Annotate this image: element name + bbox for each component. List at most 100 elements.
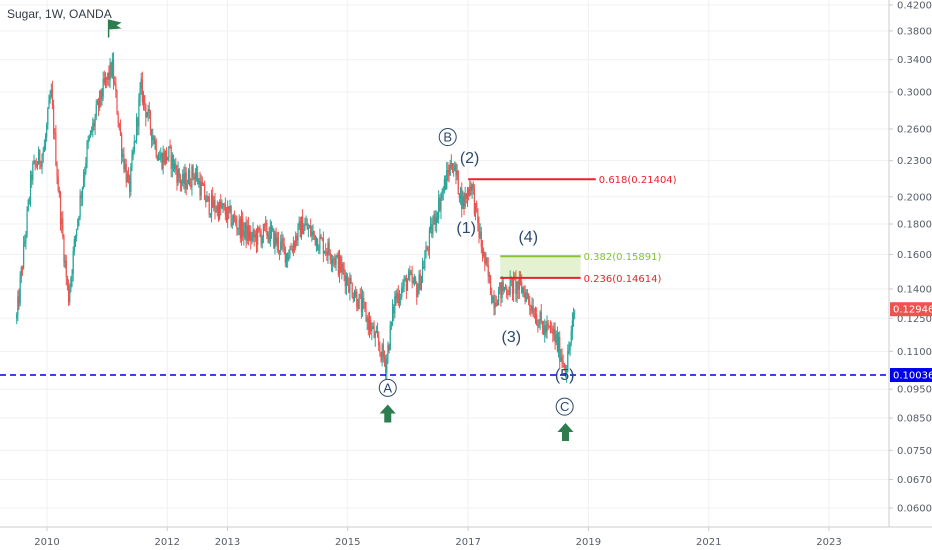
candle-body bbox=[274, 233, 276, 248]
candle-body bbox=[409, 271, 411, 275]
candle-body bbox=[442, 189, 444, 192]
candle-body bbox=[149, 111, 152, 129]
candle-body bbox=[503, 286, 505, 291]
candle-body bbox=[516, 281, 518, 295]
candle-body bbox=[230, 206, 232, 226]
circled-wave-label: A bbox=[383, 380, 392, 395]
candle-body bbox=[511, 278, 514, 294]
candle-body bbox=[305, 223, 307, 225]
candle-body bbox=[545, 325, 547, 333]
candle-body bbox=[302, 217, 304, 235]
candle-body bbox=[508, 294, 510, 295]
candle-body bbox=[199, 180, 201, 196]
candle-body bbox=[394, 295, 396, 314]
candle-body bbox=[194, 174, 196, 180]
candle-body bbox=[375, 331, 378, 333]
candle-body bbox=[117, 113, 119, 124]
candle-body bbox=[515, 278, 517, 295]
candle-body bbox=[236, 223, 238, 230]
candle-body bbox=[495, 302, 497, 306]
candle-body bbox=[434, 214, 436, 225]
candle-body bbox=[88, 136, 90, 141]
candle-body bbox=[331, 259, 334, 264]
candle-body bbox=[559, 337, 561, 362]
candle-body bbox=[244, 222, 246, 231]
candle-body bbox=[464, 193, 466, 207]
candle-body bbox=[51, 89, 54, 105]
candle-body bbox=[465, 193, 467, 199]
candle-body bbox=[493, 296, 495, 308]
candle-body bbox=[501, 281, 503, 298]
candle-body bbox=[268, 235, 270, 242]
candle-body bbox=[224, 205, 226, 215]
candle-body bbox=[255, 234, 258, 245]
candle-body bbox=[186, 183, 188, 189]
candle-body bbox=[416, 283, 418, 298]
time-axis[interactable]: 2010 2012 2013 2015 2017 2019 2021 2023 bbox=[34, 527, 842, 548]
candle-body bbox=[439, 198, 441, 211]
candle-body bbox=[189, 170, 191, 185]
candle-body bbox=[569, 343, 571, 350]
candle-body bbox=[390, 321, 392, 325]
candle-body bbox=[481, 246, 484, 256]
candle-body bbox=[308, 226, 311, 228]
candle-body bbox=[31, 174, 33, 180]
candle-body bbox=[487, 265, 489, 277]
candle-body bbox=[429, 224, 432, 230]
candle-body bbox=[144, 95, 146, 105]
candle-body bbox=[63, 236, 65, 263]
fib-zone-fill bbox=[500, 256, 581, 278]
candle-body bbox=[473, 188, 475, 215]
candle-body bbox=[307, 227, 309, 230]
candle-body bbox=[19, 277, 21, 304]
candle-body bbox=[191, 166, 193, 187]
candle-body bbox=[371, 327, 373, 332]
candle-body bbox=[228, 206, 230, 211]
candle-body bbox=[24, 241, 26, 244]
candle-body bbox=[217, 204, 220, 219]
candle-body bbox=[179, 177, 182, 185]
candle-body bbox=[348, 284, 350, 293]
candle-body bbox=[192, 166, 194, 177]
candle-body bbox=[574, 313, 576, 314]
candle-body bbox=[568, 349, 570, 352]
candle-body bbox=[81, 187, 84, 198]
candle-body bbox=[116, 90, 118, 114]
candle-body bbox=[210, 194, 213, 215]
candle-body bbox=[132, 151, 134, 156]
candle-body bbox=[357, 306, 359, 309]
candle-body bbox=[283, 244, 285, 247]
support-price-badge-bg bbox=[890, 368, 932, 383]
candle-body bbox=[123, 154, 125, 170]
candle-body bbox=[526, 292, 529, 295]
candle-body bbox=[566, 371, 568, 376]
candle-body bbox=[222, 203, 224, 207]
candle-body bbox=[435, 217, 437, 225]
candle-body bbox=[198, 180, 200, 184]
candle-body bbox=[269, 226, 271, 242]
candle-body bbox=[533, 316, 535, 318]
candle-body bbox=[273, 228, 275, 248]
candle-body bbox=[352, 296, 354, 300]
candle-body bbox=[547, 323, 549, 326]
candle-body bbox=[92, 123, 94, 133]
candle-body bbox=[170, 146, 172, 169]
candle-body bbox=[350, 278, 352, 284]
candle-body bbox=[360, 295, 363, 312]
candle-body bbox=[280, 241, 282, 252]
candle-body bbox=[142, 95, 145, 103]
candle-body bbox=[265, 222, 267, 226]
candle-body bbox=[36, 164, 39, 167]
candle-body bbox=[252, 229, 254, 236]
candle-body bbox=[463, 196, 465, 207]
candle-body bbox=[419, 274, 421, 290]
candle-body bbox=[311, 231, 313, 236]
candle-body bbox=[91, 130, 93, 133]
